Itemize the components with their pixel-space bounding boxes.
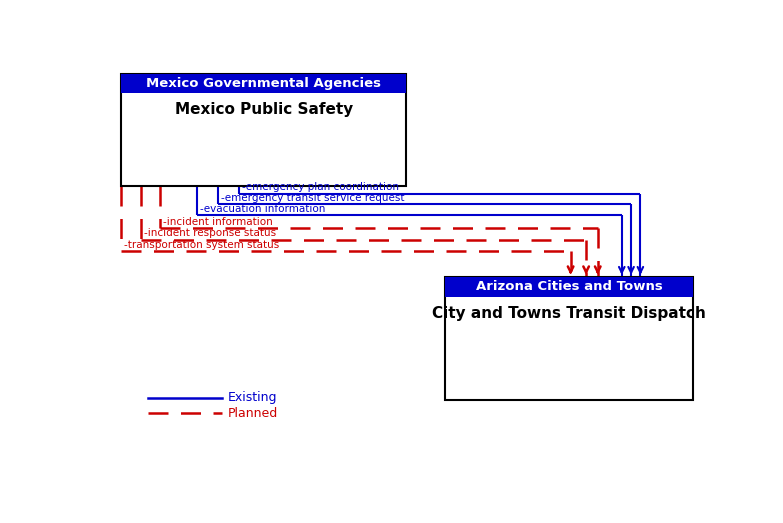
- Text: -emergency transit service request: -emergency transit service request: [221, 193, 405, 203]
- Text: Arizona Cities and Towns: Arizona Cities and Towns: [476, 280, 662, 293]
- Text: City and Towns Transit Dispatch: City and Towns Transit Dispatch: [432, 306, 706, 321]
- Text: -incident response status: -incident response status: [143, 229, 276, 238]
- Text: -emergency plan coordination: -emergency plan coordination: [242, 182, 399, 192]
- Bar: [445, 277, 693, 297]
- Text: Existing: Existing: [228, 391, 278, 404]
- Text: -incident information: -incident information: [163, 217, 272, 227]
- Bar: [121, 74, 406, 93]
- Text: Mexico Governmental Agencies: Mexico Governmental Agencies: [146, 77, 381, 90]
- Bar: [121, 74, 406, 186]
- Bar: [445, 277, 693, 400]
- Text: Mexico Public Safety: Mexico Public Safety: [175, 102, 353, 117]
- Text: Planned: Planned: [228, 406, 278, 419]
- Text: -evacuation information: -evacuation information: [200, 203, 326, 214]
- Text: -transportation system status: -transportation system status: [124, 240, 280, 250]
